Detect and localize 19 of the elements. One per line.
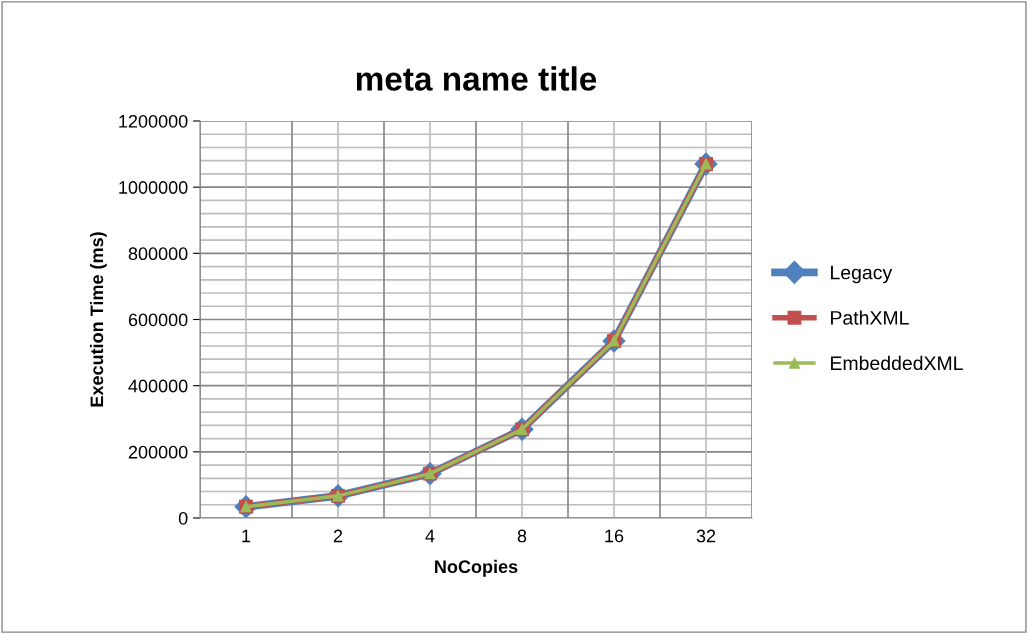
y-tick-label: 0 (178, 511, 188, 525)
chart-title: meta name title (356, 66, 597, 91)
x-axis-title: NoCopies (435, 559, 518, 577)
y-tick-label: 200000 (128, 445, 188, 459)
y-axis-title: Execution Time (ms) (89, 232, 107, 407)
y-tick-label: 800000 (128, 247, 188, 261)
x-tick-label: 8 (517, 529, 527, 543)
x-tick-label: 16 (605, 529, 624, 543)
x-tick-label: 2 (333, 529, 343, 543)
legend-label: PathXML (831, 310, 909, 325)
legend-label: Legacy (831, 265, 893, 284)
x-tick-label: 1 (242, 529, 251, 543)
y-tick-label: 1200000 (119, 114, 188, 128)
y-tick-label: 600000 (128, 313, 188, 327)
y-tick-label: 1000000 (119, 181, 188, 194)
y-tick-label: 400000 (128, 379, 188, 393)
x-tick-label: 32 (696, 529, 716, 543)
legend-label: EmbeddedXML (831, 355, 963, 371)
x-tick-label: 4 (425, 529, 435, 543)
